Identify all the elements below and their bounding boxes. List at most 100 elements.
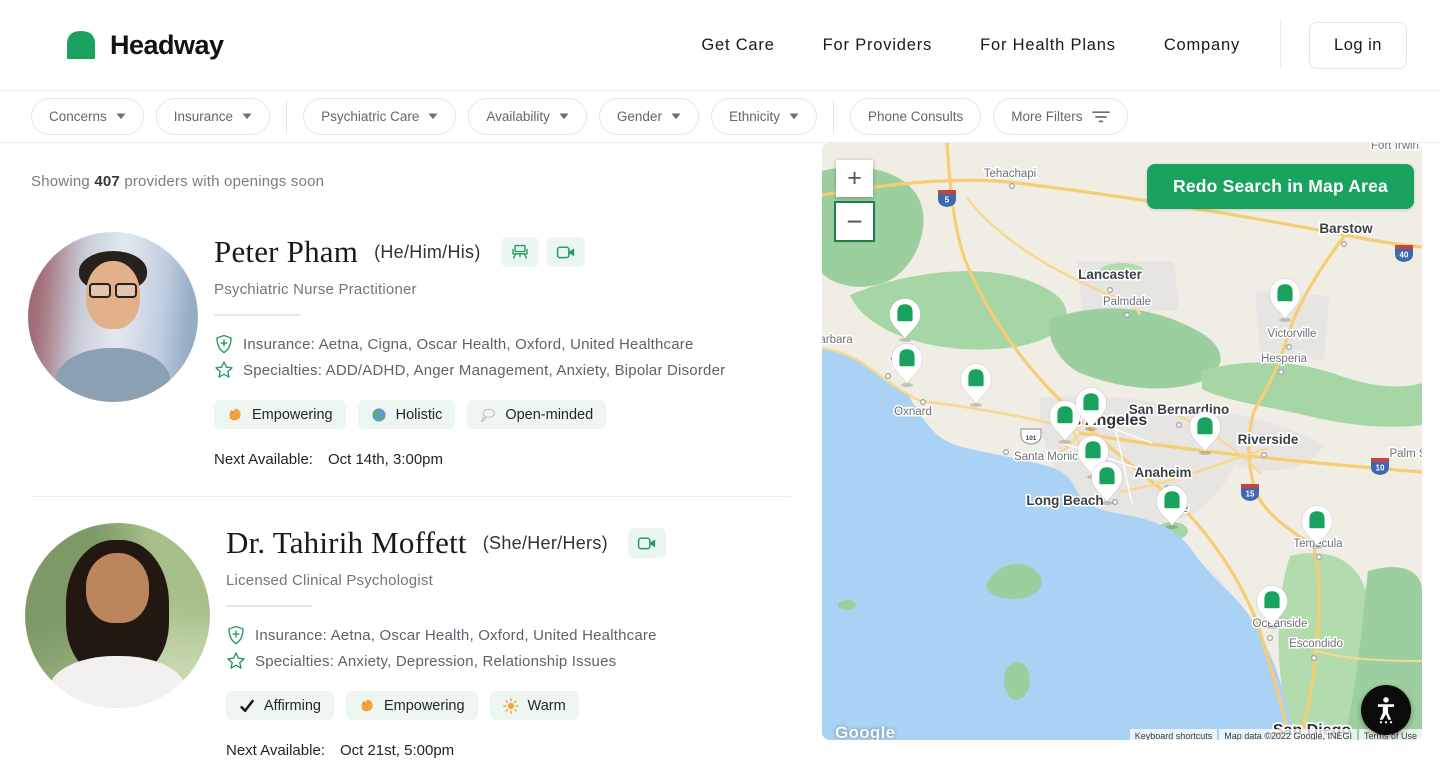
- provider-card[interactable]: Peter Pham (He/Him/His) Psychiatric Nurs…: [0, 232, 822, 468]
- provider-title: Licensed Clinical Psychologist: [226, 572, 433, 589]
- video-session-icon: [546, 237, 585, 267]
- chevron-down-icon: [789, 113, 799, 120]
- star-icon: [227, 652, 245, 669]
- filter-pill-phone-consults[interactable]: Phone Consults: [849, 98, 982, 135]
- muscle-icon: [229, 408, 241, 420]
- trait-chips: Affirming Empowering Warm: [226, 691, 666, 720]
- filter-pill-label: Availability: [486, 109, 550, 124]
- map-islands: [838, 563, 1042, 701]
- map-pin-3[interactable]: [960, 363, 992, 408]
- map-pin-5[interactable]: [1075, 387, 1107, 432]
- highway-shield-10: 10: [1371, 458, 1389, 475]
- map-label-tehachapi: Tehachapi: [984, 168, 1036, 180]
- map-label-escondido: Escondido: [1289, 638, 1343, 650]
- map-pin-1[interactable]: [889, 298, 921, 343]
- highway-shield-5: 5: [938, 190, 956, 207]
- filter-pill-gender[interactable]: Gender: [598, 98, 699, 135]
- map-zoom-out-button[interactable]: −: [834, 201, 875, 242]
- map-label-santa-monic: Santa Monic: [1014, 451, 1078, 463]
- map-pin-12[interactable]: [1256, 585, 1288, 630]
- map-label-palmdale: Palmdale: [1103, 296, 1151, 308]
- filter-pill-label: More Filters: [1011, 109, 1083, 124]
- map-pin-9[interactable]: [1189, 411, 1221, 456]
- map-label-oxnard: Oxnard: [894, 406, 932, 418]
- nav-link-get-care[interactable]: Get Care: [701, 35, 775, 54]
- login-button[interactable]: Log in: [1309, 21, 1407, 69]
- trait-chip-label: Open-minded: [505, 406, 594, 423]
- shield-plus-icon: [216, 334, 232, 354]
- trait-chip-empowering: Empowering: [214, 400, 346, 429]
- map-pin-10[interactable]: [1269, 278, 1301, 323]
- provider-photo: [28, 232, 198, 402]
- provider-name: Peter Pham: [214, 234, 359, 269]
- filter-pill-insurance[interactable]: Insurance: [155, 98, 271, 135]
- filter-group-divider: [832, 99, 834, 134]
- session-type-icons: [500, 237, 585, 267]
- next-available-value: Oct 14th, 3:00pm: [327, 451, 444, 468]
- filter-pill-availability[interactable]: Availability: [468, 98, 587, 135]
- map-pin-7[interactable]: [1091, 461, 1123, 506]
- accessibility-widget-button[interactable]: [1361, 685, 1411, 735]
- highway-shield-40: 40: [1395, 245, 1413, 262]
- header-nav-links: Get Care For Providers For Health Plans Com…: [701, 36, 1240, 55]
- map-label-lancaster: Lancaster: [1078, 267, 1143, 282]
- nav-link-for-health-plans[interactable]: For Health Plans: [980, 35, 1116, 54]
- headway-logo[interactable]: Headway: [64, 28, 224, 62]
- filter-pill-label: Concerns: [49, 109, 107, 124]
- provider-list: Peter Pham (He/Him/His) Psychiatric Nurs…: [0, 232, 822, 759]
- nav-link-for-providers[interactable]: For Providers: [822, 35, 933, 54]
- map-highway-shields: 5401016051510: [938, 190, 1413, 501]
- map-attribution-item[interactable]: Map data ©2022 Google, INEGI: [1219, 729, 1357, 740]
- trait-chip-open-minded: Open-minded: [467, 400, 607, 429]
- next-available-row: Next Available: Oct 14th, 3:00pm: [214, 451, 725, 468]
- map-pin-8[interactable]: [1156, 485, 1188, 530]
- filter-pill-psychiatric-care[interactable]: Psychiatric Care: [303, 98, 457, 135]
- filter-bar: Concerns Insurance Psychiatric Care Availab…: [0, 91, 1440, 143]
- filter-pill-ethnicity[interactable]: Ethnicity: [710, 98, 817, 135]
- map-attribution-item[interactable]: Keyboard shortcuts: [1129, 729, 1218, 740]
- map-pin-4[interactable]: [1049, 400, 1081, 445]
- map-label-riverside: Riverside: [1238, 432, 1299, 447]
- top-navigation: Headway Get Care For Providers For Health …: [0, 0, 1440, 91]
- video-session-icon: [627, 528, 666, 558]
- svg-text:10: 10: [1376, 464, 1385, 473]
- in-person-session-icon: [500, 237, 539, 267]
- svg-text:101: 101: [1026, 435, 1037, 442]
- session-type-icons: [627, 528, 666, 558]
- thought-icon: [481, 408, 496, 422]
- filter-pill-concerns[interactable]: Concerns: [31, 98, 144, 135]
- highway-shield-15: 15: [1241, 484, 1259, 501]
- map-pin-11[interactable]: [1301, 505, 1333, 550]
- google-logo: Google: [835, 723, 896, 740]
- map-label-long-beach: Long Beach: [1026, 493, 1103, 508]
- trait-chip-empowering: Empowering: [345, 691, 478, 720]
- nav-link-company[interactable]: Company: [1163, 35, 1241, 54]
- trait-chip-label: Warm: [527, 697, 566, 714]
- map-label-hesperia: Hesperia: [1261, 353, 1308, 365]
- map-label-anaheim: Anaheim: [1134, 465, 1191, 480]
- provider-card[interactable]: Dr. Tahirih Moffett (She/Her/Hers) Licen…: [0, 523, 822, 759]
- highway-shield-101: 101: [1020, 428, 1042, 445]
- svg-text:15: 15: [1246, 490, 1255, 499]
- specialties-row: Specialties: ADD/ADHD, Anger Management,…: [214, 360, 725, 380]
- trait-chip-label: Empowering: [383, 697, 465, 714]
- filter-pill-label: Insurance: [173, 109, 234, 124]
- map-canvas[interactable]: 5401016051510 Fort IrwinTehachapiBarstow…: [822, 143, 1422, 740]
- sun-icon: [502, 697, 519, 714]
- accessibility-person-icon: [1377, 697, 1395, 724]
- provider-pronouns: (She/Her/Hers): [482, 532, 608, 553]
- star-icon: [215, 361, 233, 378]
- next-available-label: Next Available:: [226, 742, 325, 759]
- filter-pill-more-filters[interactable]: More Filters: [993, 98, 1128, 135]
- shield-plus-icon: [228, 625, 244, 645]
- map-label-palm-s: Palm S: [1389, 448, 1422, 460]
- header-divider: [1280, 21, 1282, 69]
- trait-chip-affirming: Affirming: [226, 691, 334, 720]
- map-label-oceanside: Oceanside: [1253, 618, 1308, 630]
- map-zoom-in-button[interactable]: +: [836, 160, 873, 197]
- svg-text:5: 5: [945, 196, 950, 205]
- trait-chip-label: Holistic: [395, 406, 443, 423]
- map-pin-2[interactable]: [891, 343, 923, 388]
- map-ocean: [822, 347, 1294, 740]
- redo-search-button[interactable]: Redo Search in Map Area: [1147, 164, 1414, 209]
